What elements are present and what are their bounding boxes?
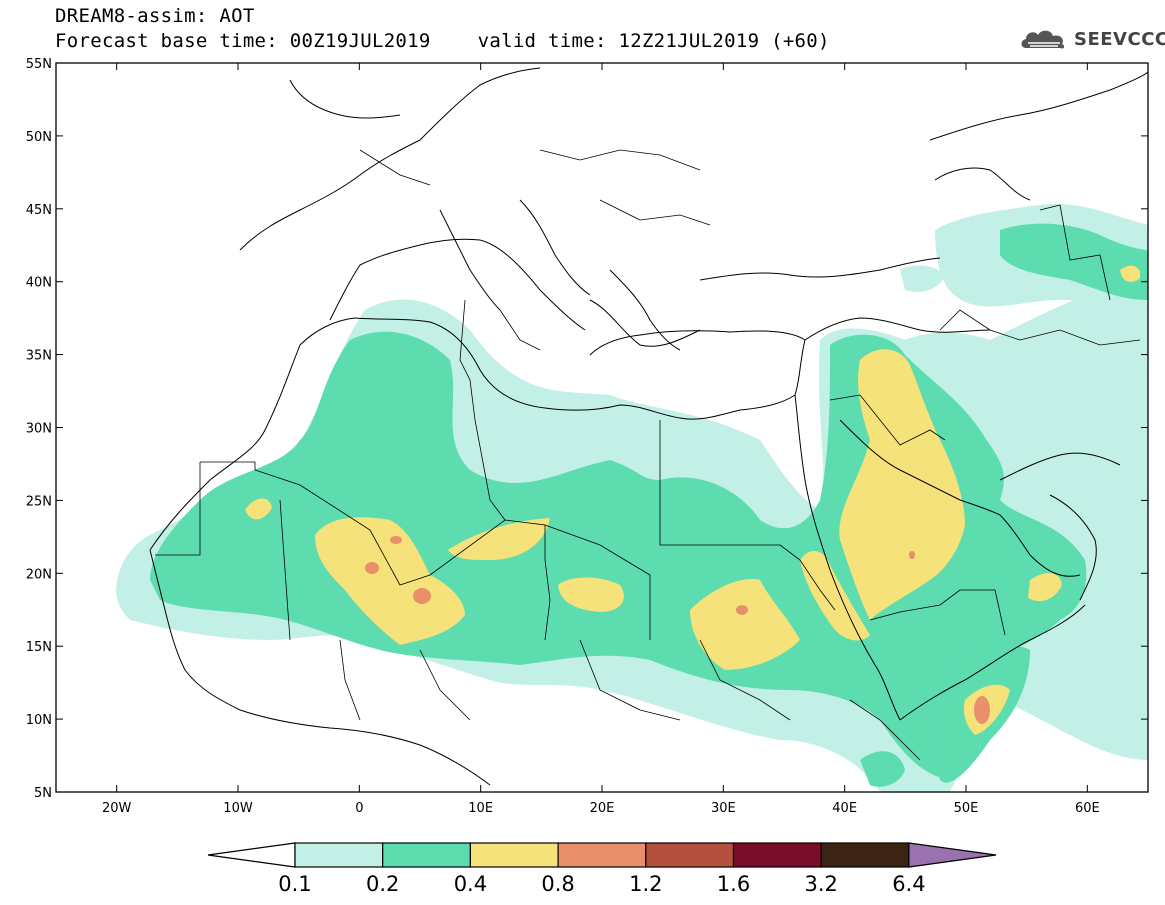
lat-tick-label: 35N xyxy=(26,349,52,364)
colorbar-bin xyxy=(820,842,910,868)
lon-tick-label: 40E xyxy=(832,801,857,816)
lat-tick-label: 45N xyxy=(26,203,52,218)
lat-tick-label: 55N xyxy=(26,57,52,72)
colorbar-bin xyxy=(382,842,472,868)
latitude-axis: 55N 50N 45N 40N 35N 30N 25N 20N 15N 10N 5N xyxy=(26,57,1148,801)
colorbar-bin xyxy=(469,842,559,868)
colorbar-label: 3.2 xyxy=(804,872,837,896)
colorbar-bin xyxy=(557,842,647,868)
colorbar-upper-arrow xyxy=(908,842,997,868)
lat-tick-label: 20N xyxy=(26,567,52,582)
lat-tick-label: 40N xyxy=(26,276,52,291)
lon-tick-label: 10E xyxy=(468,801,493,816)
coastlines xyxy=(149,67,1148,786)
colorbar-lower-arrow xyxy=(207,842,296,868)
lon-tick-label: 10W xyxy=(223,801,253,816)
lon-tick-label: 0 xyxy=(355,801,363,816)
lat-tick-label: 30N xyxy=(26,422,52,437)
lat-tick-label: 25N xyxy=(26,494,52,509)
map-title: DREAM8-assim: AOT xyxy=(55,5,255,27)
cloud-icon xyxy=(1021,30,1065,49)
lat-tick-label: 10N xyxy=(26,713,52,728)
colorbar-label: 6.4 xyxy=(892,872,925,896)
lon-tick-label: 50E xyxy=(954,801,979,816)
colorbar-label: 0.1 xyxy=(278,872,311,896)
colorbar-label: 1.6 xyxy=(717,872,750,896)
lon-tick-label: 20W xyxy=(102,801,132,816)
colorbar-label: 1.2 xyxy=(629,872,662,896)
colorbar-label: 0.8 xyxy=(541,872,574,896)
aot-field xyxy=(116,204,1148,792)
colorbar-bin xyxy=(732,842,822,868)
country-borders xyxy=(155,149,1141,761)
logo-text: SEEVCCC xyxy=(1074,28,1165,50)
colorbar-bin xyxy=(294,842,384,868)
lon-tick-label: 30E xyxy=(711,801,736,816)
forecast-times: Forecast base time: 00Z19JUL2019 valid t… xyxy=(55,30,830,52)
colorbar-label: 0.2 xyxy=(366,872,399,896)
lon-tick-label: 20E xyxy=(590,801,615,816)
longitude-axis: 20W 10W 0 10E 20E 30E 40E 50E 60E xyxy=(102,63,1100,816)
seevccc-logo: SEEVCCC xyxy=(1018,26,1165,52)
lat-tick-label: 15N xyxy=(26,640,52,655)
colorbar: 0.1 0.2 0.4 0.8 1.2 1.6 3.2 6.4 xyxy=(207,842,997,896)
lat-tick-label: 5N xyxy=(34,786,52,801)
colorbar-bin xyxy=(645,842,735,868)
aot-contour-0-8 xyxy=(365,536,990,724)
colorbar-label: 0.4 xyxy=(454,872,487,896)
lat-tick-label: 50N xyxy=(26,130,52,145)
lon-tick-label: 60E xyxy=(1075,801,1100,816)
aot-contour-0-4 xyxy=(245,265,1141,735)
